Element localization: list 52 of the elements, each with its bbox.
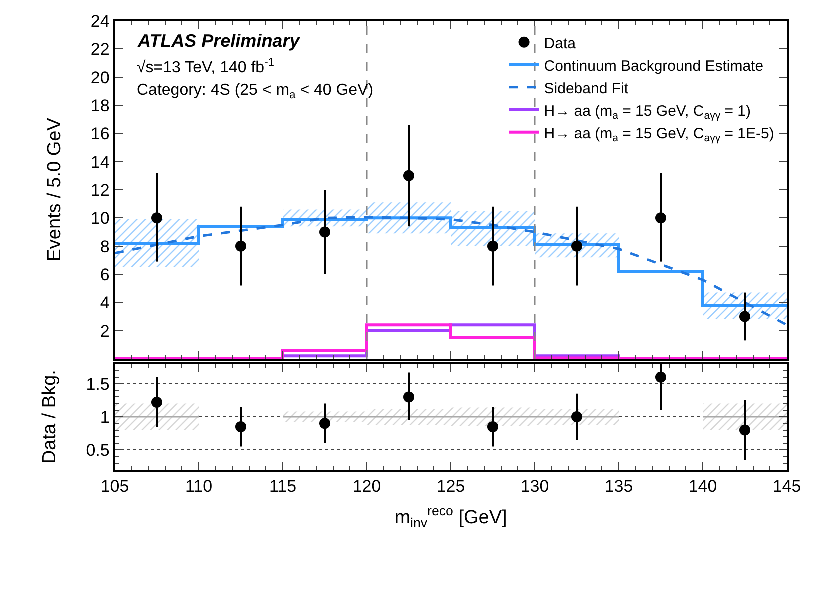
point xyxy=(152,212,162,224)
y-tick-label: 10 xyxy=(90,209,110,228)
y-tick-label: 14 xyxy=(90,152,110,172)
x-axis-title: m$_{inv}$$^{reco}$ [GeV] xyxy=(394,503,508,530)
point xyxy=(488,421,498,432)
x-tick-label: 110 xyxy=(185,477,213,496)
y-tick-label: 4 xyxy=(100,294,110,313)
point xyxy=(656,212,666,224)
y-tick-label: 6 xyxy=(100,265,110,284)
point xyxy=(404,392,414,403)
y-tick-label: 1.5 xyxy=(86,374,110,394)
point xyxy=(488,240,498,252)
y-tick-label: 16 xyxy=(90,124,110,144)
y-tick-label: 18 xyxy=(90,96,110,116)
y-tick-label: 24 xyxy=(90,12,110,31)
annotation: √s=13 TeV, 140 fb$^{-1}$ xyxy=(137,57,275,77)
y-tick-label: 1 xyxy=(100,408,110,427)
x-tick-label: 135 xyxy=(604,477,634,496)
y-axis-title: Events / 5.0 GeV xyxy=(44,118,66,262)
point xyxy=(656,372,666,383)
line-series xyxy=(115,216,787,326)
legend-label: H→ aa (m$_{a}$ = 15 GeV, C$_{aγγ}$ = 1) xyxy=(544,102,752,122)
x-tick-label: 105 xyxy=(100,477,130,496)
legend-label: Sideband Fit xyxy=(544,80,630,98)
y-tick-label: 8 xyxy=(100,237,110,256)
legend-label: Continuum Background Estimate xyxy=(544,58,764,75)
x-tick-label: 125 xyxy=(436,477,466,496)
point xyxy=(236,240,246,252)
legend-label: H→ aa (m$_{a}$ = 15 GeV, C$_{aγγ}$ = 1E-5) xyxy=(544,125,774,144)
y-tick-label: 20 xyxy=(90,68,110,88)
x-tick-label: 130 xyxy=(520,477,550,496)
x-tick-label: 120 xyxy=(352,477,382,496)
x-tick-label: 115 xyxy=(269,477,297,496)
y-tick-label: 12 xyxy=(90,180,110,200)
point xyxy=(320,226,330,238)
annotation: ATLAS Preliminary xyxy=(137,31,301,51)
annotation: Category: 4S (25 < m$_{a}$ < 40 GeV) xyxy=(137,82,374,102)
y-axis-title: Data / Bkg. xyxy=(40,370,61,464)
point xyxy=(740,424,750,436)
x-tick-label: 140 xyxy=(688,477,718,496)
point xyxy=(572,412,582,423)
point xyxy=(236,421,246,432)
legend-label: Data xyxy=(544,35,577,52)
y-tick-label: 0.5 xyxy=(86,441,110,460)
point xyxy=(404,170,414,182)
point xyxy=(152,396,162,408)
y-tick-label: 22 xyxy=(90,40,110,60)
point xyxy=(572,240,582,252)
point xyxy=(740,311,750,322)
x-tick-label: 145 xyxy=(772,477,802,496)
point xyxy=(320,418,330,430)
y-tick-label: 2 xyxy=(100,322,110,341)
